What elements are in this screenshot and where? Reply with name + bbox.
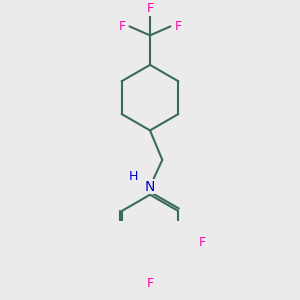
Text: N: N — [145, 179, 155, 194]
Text: F: F — [146, 278, 154, 290]
Text: F: F — [146, 2, 154, 15]
Text: F: F — [118, 20, 126, 33]
Text: H: H — [129, 170, 138, 183]
Text: F: F — [174, 20, 182, 33]
Text: F: F — [199, 236, 206, 249]
